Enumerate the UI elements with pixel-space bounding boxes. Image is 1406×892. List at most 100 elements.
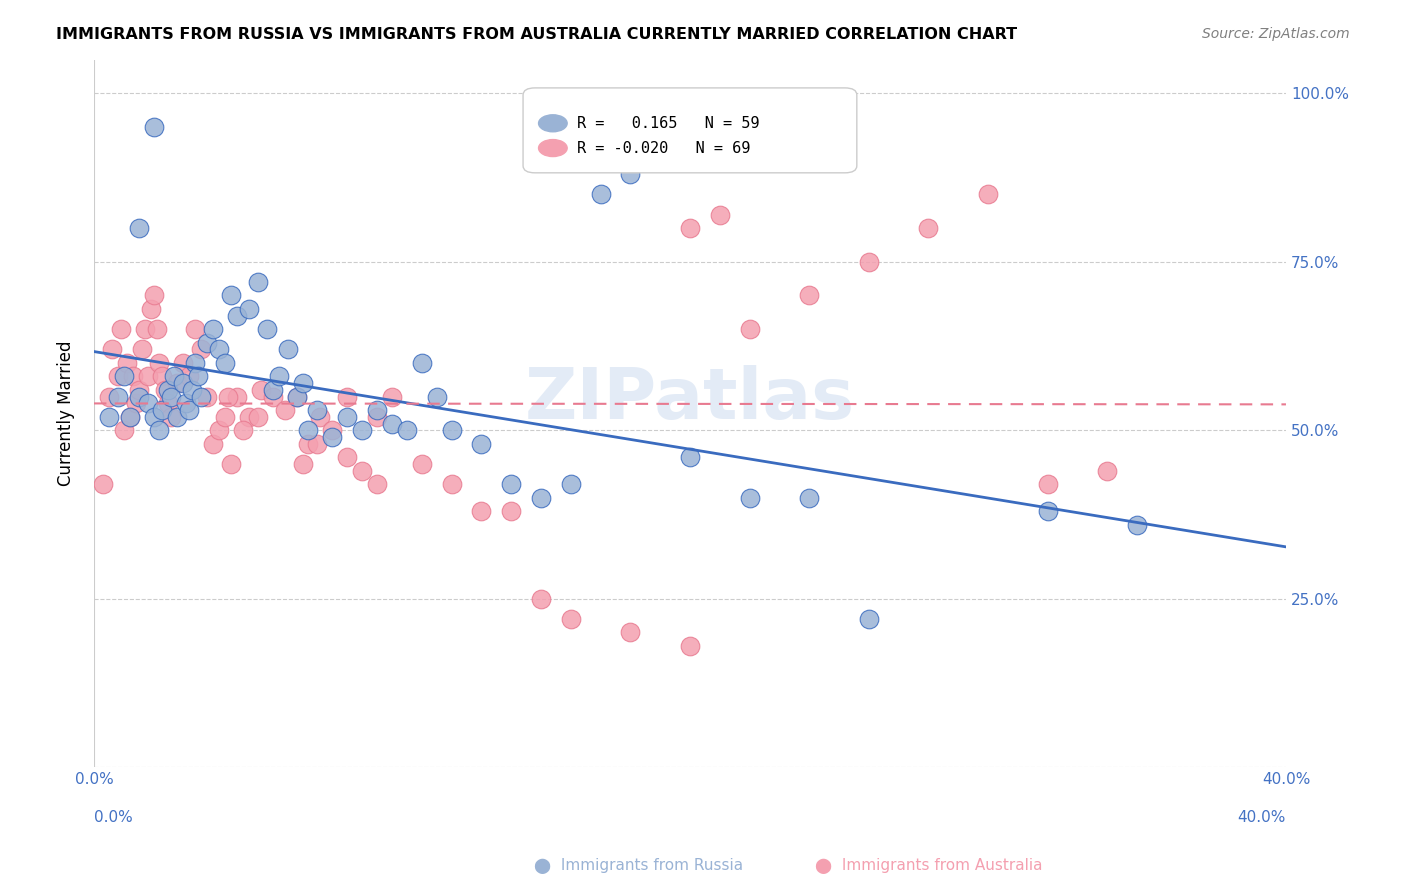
Point	[291, 376, 314, 390]
Point	[160, 390, 183, 404]
Text: IMMIGRANTS FROM RUSSIA VS IMMIGRANTS FROM AUSTRALIA CURRENTLY MARRIED CORRELATIO: IMMIGRANTS FROM RUSSIA VS IMMIGRANTS FRO…	[56, 27, 1018, 42]
Point	[121, 369, 143, 384]
Point	[277, 343, 299, 357]
Point	[797, 491, 820, 505]
Point	[148, 423, 170, 437]
Point	[366, 477, 388, 491]
Point	[307, 436, 329, 450]
Point	[190, 390, 212, 404]
Point	[285, 390, 308, 404]
Point	[797, 288, 820, 302]
Point	[246, 409, 269, 424]
Point	[195, 335, 218, 350]
Point	[440, 423, 463, 437]
Point	[145, 322, 167, 336]
Point	[560, 612, 582, 626]
Point	[411, 457, 433, 471]
Point	[107, 369, 129, 384]
Point	[250, 383, 273, 397]
Point	[214, 409, 236, 424]
Circle shape	[538, 115, 567, 132]
Point	[202, 322, 225, 336]
Text: ⬤  Immigrants from Russia: ⬤ Immigrants from Russia	[534, 858, 744, 874]
Point	[560, 477, 582, 491]
Point	[97, 409, 120, 424]
Point	[142, 120, 165, 134]
Point	[166, 409, 188, 424]
Point	[160, 409, 183, 424]
Point	[411, 356, 433, 370]
Point	[917, 221, 939, 235]
Point	[217, 390, 239, 404]
Text: ZIPatlas: ZIPatlas	[524, 365, 855, 434]
Point	[219, 457, 242, 471]
Point	[381, 390, 404, 404]
Point	[238, 301, 260, 316]
Point	[115, 356, 138, 370]
Point	[470, 436, 492, 450]
Point	[381, 417, 404, 431]
Point	[118, 409, 141, 424]
Point	[619, 625, 641, 640]
Point	[152, 403, 174, 417]
Point	[195, 390, 218, 404]
Point	[285, 390, 308, 404]
Point	[219, 288, 242, 302]
Point	[501, 477, 523, 491]
Point	[136, 396, 159, 410]
Point	[321, 423, 343, 437]
Point	[190, 343, 212, 357]
Point	[395, 423, 418, 437]
Point	[148, 356, 170, 370]
Point	[858, 612, 880, 626]
Point	[352, 464, 374, 478]
Point	[101, 343, 124, 357]
Point	[321, 430, 343, 444]
Point	[470, 504, 492, 518]
Point	[366, 403, 388, 417]
Point	[142, 409, 165, 424]
Point	[977, 187, 1000, 202]
Point	[172, 376, 194, 390]
Point	[163, 369, 186, 384]
Point	[214, 356, 236, 370]
Point	[440, 477, 463, 491]
Point	[208, 423, 231, 437]
Point	[1036, 504, 1059, 518]
Point	[232, 423, 254, 437]
Point	[112, 369, 135, 384]
Point	[291, 457, 314, 471]
Point	[589, 187, 612, 202]
Text: Source: ZipAtlas.com: Source: ZipAtlas.com	[1202, 27, 1350, 41]
Point	[157, 396, 180, 410]
Text: R =   0.165   N = 59: R = 0.165 N = 59	[576, 116, 759, 131]
Point	[530, 491, 553, 505]
Point	[530, 591, 553, 606]
Point	[858, 254, 880, 268]
Point	[124, 396, 146, 410]
Point	[273, 403, 295, 417]
Point	[142, 288, 165, 302]
Point	[738, 322, 761, 336]
Point	[157, 383, 180, 397]
Point	[679, 639, 702, 653]
Point	[297, 436, 319, 450]
Point	[426, 390, 449, 404]
Point	[179, 403, 201, 417]
Point	[297, 423, 319, 437]
Point	[131, 343, 153, 357]
Point	[336, 390, 359, 404]
Point	[107, 390, 129, 404]
FancyBboxPatch shape	[523, 88, 856, 173]
Text: 0.0%: 0.0%	[94, 810, 132, 825]
Point	[307, 403, 329, 417]
Circle shape	[538, 139, 567, 157]
Text: ⬤  Immigrants from Australia: ⬤ Immigrants from Australia	[815, 858, 1043, 874]
Point	[352, 423, 374, 437]
Point	[176, 396, 198, 410]
Point	[262, 383, 284, 397]
Point	[184, 356, 207, 370]
Point	[226, 309, 249, 323]
Point	[112, 423, 135, 437]
Point	[128, 383, 150, 397]
